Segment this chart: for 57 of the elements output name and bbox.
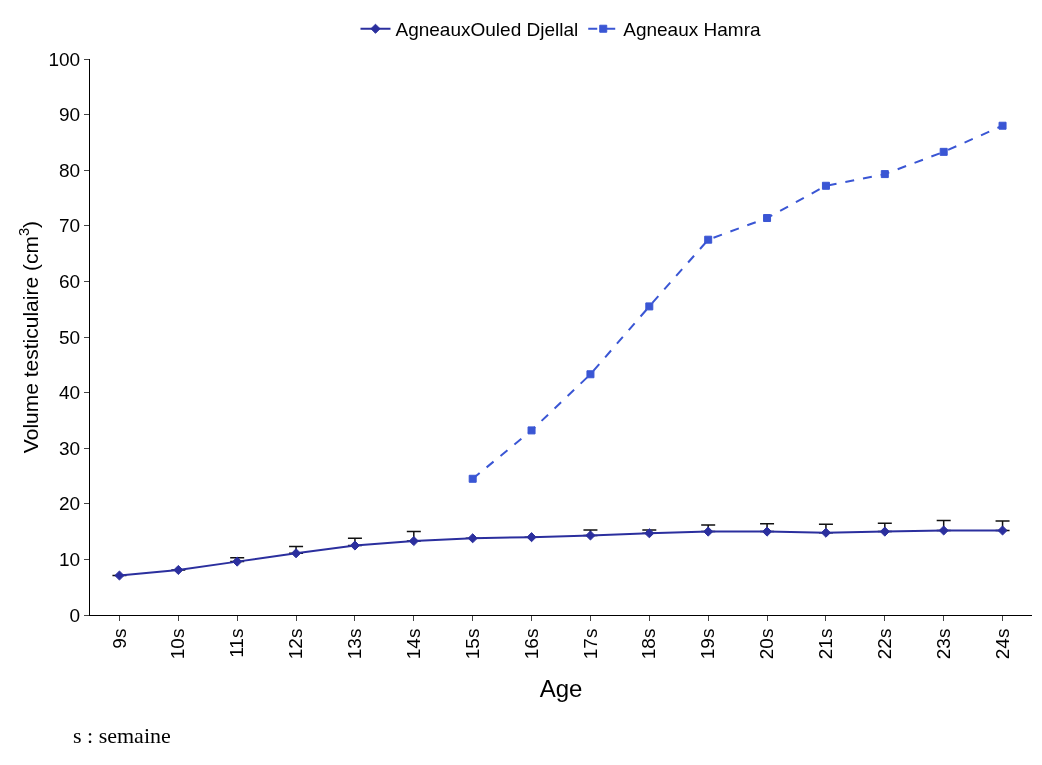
y-tick-label: 20 bbox=[59, 493, 81, 515]
point bbox=[526, 532, 537, 543]
x-tick-label: 16s bbox=[520, 628, 542, 660]
point bbox=[586, 370, 595, 379]
y-tick-label: 30 bbox=[59, 437, 81, 459]
point bbox=[408, 536, 419, 547]
x-tick-label: 23s bbox=[932, 628, 954, 660]
x-tick-label: 11s bbox=[226, 628, 248, 658]
point bbox=[527, 426, 536, 435]
y-tick-label: 60 bbox=[59, 271, 81, 293]
x-tick-label: 24s bbox=[991, 628, 1013, 660]
point bbox=[704, 235, 713, 244]
point bbox=[821, 181, 830, 190]
point bbox=[939, 147, 948, 156]
x-tick-label: 12s bbox=[285, 628, 307, 660]
y-tick-label: 50 bbox=[59, 326, 81, 348]
x-tick-label: 15s bbox=[461, 628, 483, 660]
point bbox=[880, 170, 889, 179]
legend-label: AgneauxOuled Djellal bbox=[395, 19, 579, 41]
y-tick-label: 40 bbox=[59, 382, 81, 404]
point bbox=[762, 526, 773, 537]
x-tick-label: 17s bbox=[579, 628, 601, 660]
point bbox=[467, 533, 478, 544]
point bbox=[997, 525, 1008, 536]
point bbox=[349, 540, 360, 551]
legend-label: Agneaux Hamra bbox=[623, 19, 761, 41]
point bbox=[644, 528, 655, 539]
y-tick-label: 70 bbox=[59, 215, 81, 237]
x-tick-label: 22s bbox=[873, 628, 895, 660]
point bbox=[703, 526, 714, 537]
y-tick-label: 100 bbox=[48, 48, 81, 70]
x-tick-label: 14s bbox=[402, 628, 424, 660]
x-tick-label: 20s bbox=[756, 628, 778, 660]
text: s : semaine bbox=[73, 723, 171, 748]
point bbox=[173, 564, 184, 576]
x-axis-title: Age bbox=[539, 675, 583, 702]
point bbox=[763, 214, 772, 223]
point bbox=[585, 530, 596, 541]
x-tick-label: 19s bbox=[697, 628, 719, 660]
point bbox=[645, 302, 654, 311]
x-tick-label: 10s bbox=[167, 628, 189, 660]
point bbox=[291, 548, 302, 559]
y-tick-label: 10 bbox=[59, 549, 81, 571]
point bbox=[879, 526, 890, 537]
point bbox=[998, 121, 1007, 130]
point bbox=[114, 570, 125, 581]
y-tick-label: 80 bbox=[59, 159, 81, 181]
point bbox=[938, 525, 949, 536]
y-tick-label: 0 bbox=[69, 604, 81, 626]
point bbox=[820, 527, 831, 538]
y-tick-label: 90 bbox=[59, 104, 81, 126]
x-tick-label: 21s bbox=[815, 628, 837, 660]
x-tick-label: 18s bbox=[638, 628, 660, 660]
x-tick-label: 9s bbox=[108, 628, 130, 649]
x-tick-label: 13s bbox=[344, 628, 366, 660]
point bbox=[232, 556, 243, 567]
point bbox=[468, 474, 477, 483]
